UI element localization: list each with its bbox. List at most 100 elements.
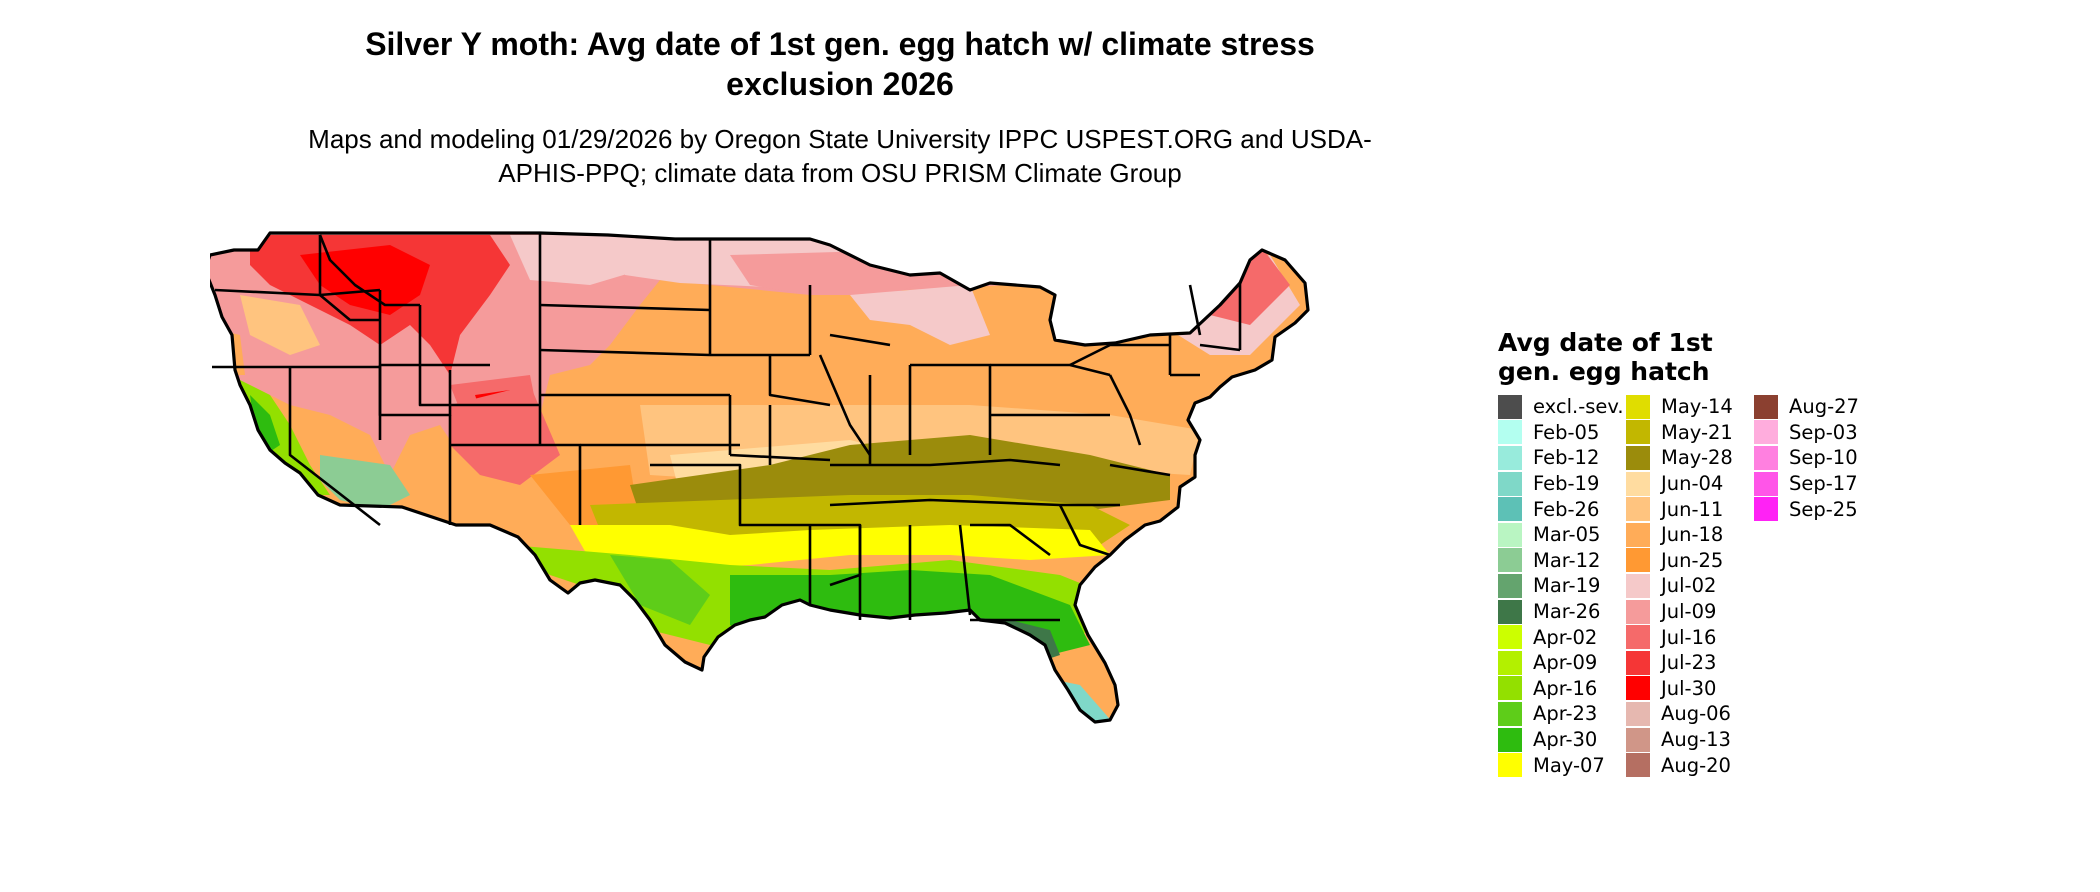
legend-label: Jul-23 — [1661, 651, 1717, 675]
legend-item: excl.-sev. — [1498, 394, 1626, 420]
legend-swatch — [1626, 676, 1650, 701]
legend-label: Apr-02 — [1533, 625, 1598, 649]
legend-label: Mar-05 — [1533, 523, 1601, 547]
legend-label: Jun-04 — [1661, 472, 1724, 496]
legend-item: Jun-25 — [1626, 548, 1754, 574]
legend-label: Apr-09 — [1533, 651, 1598, 675]
legend-label: excl.-sev. — [1533, 395, 1624, 419]
legend-item: Aug-20 — [1626, 752, 1754, 778]
legend-item: Jul-16 — [1626, 624, 1754, 650]
legend-swatch — [1498, 548, 1522, 573]
legend-item: Jun-04 — [1626, 471, 1754, 497]
legend-swatch — [1754, 420, 1778, 445]
map-legend: Avg date of 1st gen. egg hatch excl.-sev… — [1498, 328, 1882, 778]
legend-label: Mar-19 — [1533, 574, 1601, 598]
legend-item: Aug-13 — [1626, 727, 1754, 753]
legend-label: Sep-10 — [1789, 446, 1858, 470]
legend-swatch — [1626, 753, 1650, 778]
legend-swatch — [1498, 625, 1522, 650]
legend-label: Feb-12 — [1533, 446, 1600, 470]
legend-label: Aug-20 — [1661, 753, 1731, 777]
legend-label: Aug-06 — [1661, 702, 1731, 726]
legend-item: Sep-17 — [1754, 471, 1882, 497]
legend-label: Jul-30 — [1661, 676, 1717, 700]
legend-label: Feb-05 — [1533, 420, 1600, 444]
legend-swatch — [1626, 548, 1650, 573]
legend-label: Apr-30 — [1533, 728, 1598, 752]
legend-item: Jul-30 — [1626, 676, 1754, 702]
legend-item: Mar-12 — [1498, 548, 1626, 574]
legend-entries: excl.-sev. Feb-05 Feb-12 Feb-19 Feb-26 Mar-05… — [1498, 394, 1882, 778]
legend-item: Apr-02 — [1498, 624, 1626, 650]
legend-label: Apr-16 — [1533, 676, 1598, 700]
legend-swatch — [1626, 650, 1650, 675]
legend-item: Mar-19 — [1498, 573, 1626, 599]
legend-label: Mar-12 — [1533, 548, 1601, 572]
legend-label: Jun-25 — [1661, 548, 1724, 572]
legend-swatch — [1626, 497, 1650, 522]
legend-label: Jun-18 — [1661, 523, 1724, 547]
legend-swatch — [1498, 497, 1522, 522]
legend-swatch — [1498, 599, 1522, 624]
legend-item: Apr-23 — [1498, 701, 1626, 727]
legend-swatch — [1754, 497, 1778, 522]
legend-label: Jul-16 — [1661, 625, 1717, 649]
legend-swatch — [1498, 394, 1522, 419]
legend-label: Feb-19 — [1533, 472, 1600, 496]
legend-label: May-14 — [1661, 395, 1733, 419]
legend-swatch — [1498, 420, 1522, 445]
legend-item: Feb-12 — [1498, 445, 1626, 471]
legend-swatch — [1626, 471, 1650, 496]
legend-swatch — [1626, 701, 1650, 726]
legend-label: Jun-11 — [1661, 497, 1724, 521]
legend-label: Sep-25 — [1789, 497, 1858, 521]
legend-item: Jul-09 — [1626, 599, 1754, 625]
legend-item: May-07 — [1498, 752, 1626, 778]
legend-swatch — [1626, 420, 1650, 445]
legend-item: Sep-25 — [1754, 496, 1882, 522]
legend-label: Aug-27 — [1789, 395, 1859, 419]
legend-swatch — [1498, 471, 1522, 496]
legend-label: Sep-03 — [1789, 420, 1858, 444]
legend-item: Jun-11 — [1626, 496, 1754, 522]
legend-item: Mar-26 — [1498, 599, 1626, 625]
legend-swatch — [1754, 445, 1778, 470]
legend-swatch — [1754, 394, 1778, 419]
legend-item: May-21 — [1626, 420, 1754, 446]
legend-swatch — [1498, 676, 1522, 701]
legend-swatch — [1626, 599, 1650, 624]
legend-item: Jul-02 — [1626, 573, 1754, 599]
legend-swatch — [1626, 445, 1650, 470]
legend-item: Aug-27 — [1754, 394, 1882, 420]
legend-swatch — [1498, 445, 1522, 470]
us-egg-hatch-map — [210, 231, 1310, 724]
legend-swatch — [1498, 650, 1522, 675]
legend-swatch — [1498, 701, 1522, 726]
legend-label: Jul-02 — [1661, 574, 1717, 598]
legend-item: Aug-06 — [1626, 701, 1754, 727]
legend-column: Aug-27 Sep-03 Sep-10 Sep-17 Sep-25 — [1754, 394, 1882, 778]
legend-label: Feb-26 — [1533, 497, 1600, 521]
legend-item: Jun-18 — [1626, 522, 1754, 548]
legend-item: Mar-05 — [1498, 522, 1626, 548]
legend-swatch — [1498, 522, 1522, 547]
legend-label: Apr-23 — [1533, 702, 1598, 726]
legend-label: May-21 — [1661, 420, 1733, 444]
legend-item: Apr-30 — [1498, 727, 1626, 753]
legend-swatch — [1626, 727, 1650, 752]
legend-item: Feb-19 — [1498, 471, 1626, 497]
legend-swatch — [1626, 573, 1650, 598]
legend-item: Feb-26 — [1498, 496, 1626, 522]
legend-swatch — [1498, 727, 1522, 752]
legend-item: May-14 — [1626, 394, 1754, 420]
legend-title: Avg date of 1st gen. egg hatch — [1498, 328, 1713, 386]
legend-column: May-14 May-21 May-28 Jun-04 Jun-11 Jun-18 Jun-… — [1626, 394, 1754, 778]
legend-item: May-28 — [1626, 445, 1754, 471]
legend-swatch — [1754, 471, 1778, 496]
legend-label: May-07 — [1533, 753, 1605, 777]
legend-swatch — [1626, 394, 1650, 419]
legend-item: Apr-09 — [1498, 650, 1626, 676]
legend-label: Jul-09 — [1661, 600, 1717, 624]
legend-swatch — [1498, 753, 1522, 778]
legend-label: Aug-13 — [1661, 728, 1731, 752]
